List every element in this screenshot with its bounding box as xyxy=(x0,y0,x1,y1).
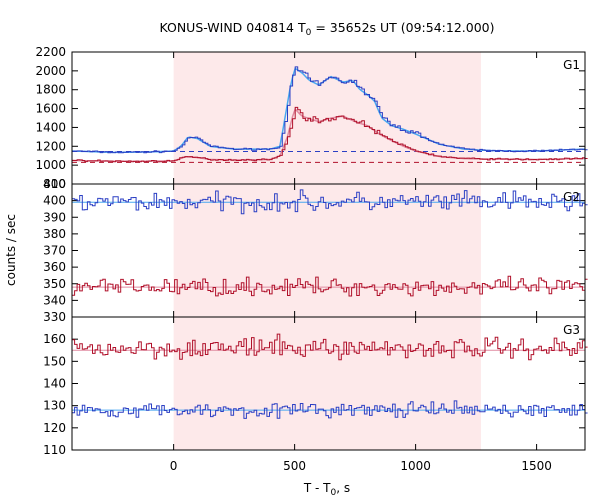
y-tick-label: 800 xyxy=(43,177,66,191)
y-tick-label: 1600 xyxy=(35,102,66,116)
y-tick-label: 400 xyxy=(43,194,66,208)
y-tick-label: 1800 xyxy=(35,83,66,97)
y-tick-label: 2200 xyxy=(35,45,66,59)
y-tick-label: 350 xyxy=(43,277,66,291)
panel-label: G2 xyxy=(563,190,580,204)
series-blue-G3 xyxy=(72,400,588,419)
y-tick-label: 1000 xyxy=(35,158,66,172)
x-tick-label: 0 xyxy=(170,459,178,473)
panel-label: G1 xyxy=(563,58,580,72)
x-tick-label: 1500 xyxy=(521,459,552,473)
plot-area: 8001000120014001600180020002200G13303403… xyxy=(35,45,588,473)
y-tick-label: 140 xyxy=(43,377,66,391)
y-tick-label: 340 xyxy=(43,293,66,307)
series-blue-G1 xyxy=(72,66,588,154)
series-red-G1 xyxy=(72,106,588,163)
y-tick-label: 150 xyxy=(43,354,66,368)
series-blue-G2 xyxy=(72,189,588,215)
y-tick-label: 110 xyxy=(43,443,66,457)
y-tick-label: 380 xyxy=(43,227,66,241)
series-red-G3 xyxy=(72,333,588,361)
y-tick-label: 1200 xyxy=(35,139,66,153)
x-tick-label: 1000 xyxy=(400,459,431,473)
chart-title: KONUS-WIND 040814 T0 = 35652s UT (09:54:… xyxy=(159,20,494,38)
y-tick-label: 360 xyxy=(43,260,66,274)
y-tick-label: 330 xyxy=(43,310,66,324)
panel-frame xyxy=(71,316,586,451)
x-tick-label: 500 xyxy=(283,459,306,473)
panel-label: G3 xyxy=(563,323,580,337)
series-red-G2 xyxy=(72,275,588,297)
y-tick-label: 410 xyxy=(43,177,66,191)
y-axis-label: counts / sec xyxy=(4,214,18,286)
y-tick-label: 120 xyxy=(43,421,66,435)
y-tick-label: 370 xyxy=(43,244,66,258)
y-tick-label: 160 xyxy=(43,332,66,346)
x-axis-label: T - T0, s xyxy=(303,481,350,498)
y-tick-label: 1400 xyxy=(35,120,66,134)
y-tick-label: 390 xyxy=(43,210,66,224)
y-tick-label: 2000 xyxy=(35,64,66,78)
y-tick-label: 130 xyxy=(43,399,66,413)
shaded-interval xyxy=(173,52,481,450)
